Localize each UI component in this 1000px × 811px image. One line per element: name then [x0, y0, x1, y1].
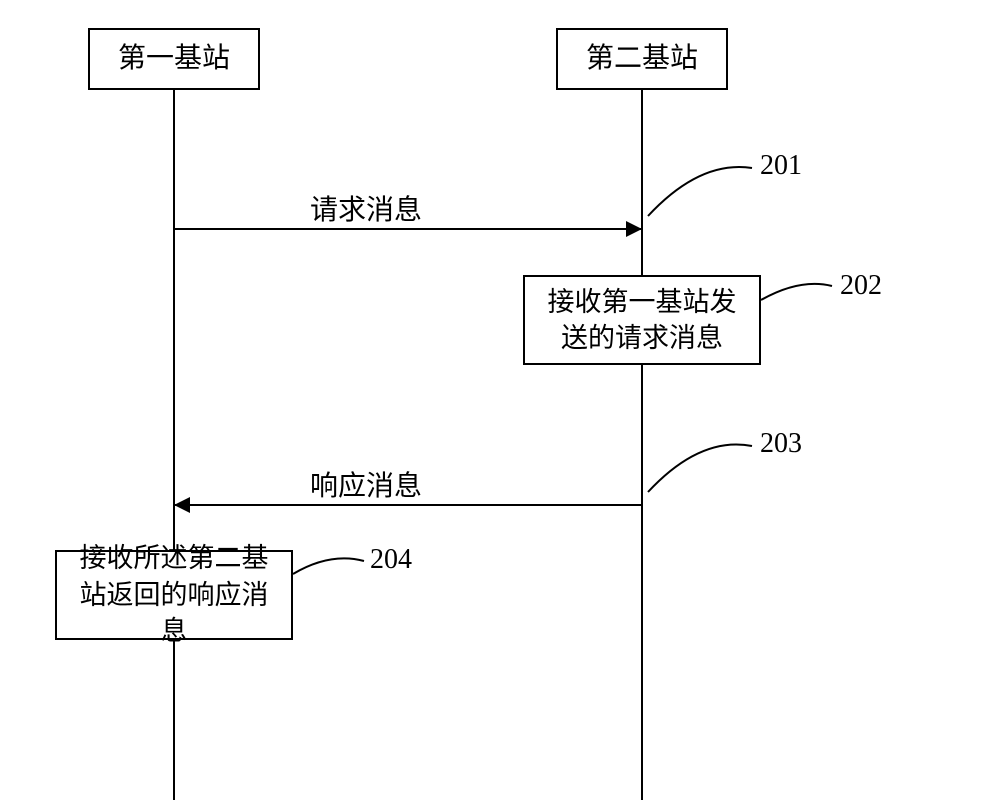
lifeline-bs1: [173, 90, 175, 800]
process-box-202-text: 接收第一基站发送的请求消息: [539, 284, 745, 357]
callout-line-202: [0, 0, 1000, 811]
callout-num-204: 204: [370, 544, 412, 576]
process-box-204: 接收所述第二基站返回的响应消息: [55, 550, 293, 640]
message-line-203: [174, 504, 642, 506]
callout-line-201: [0, 0, 1000, 811]
message-label-201: 请求消息: [310, 188, 422, 228]
callout-num-202: 202: [840, 270, 882, 302]
sequence-diagram: 第一基站 第二基站 请求消息 201 接收第一基站发送的请求消息 202 响应消…: [0, 0, 1000, 811]
process-box-202: 接收第一基站发送的请求消息: [523, 275, 761, 365]
message-arrow-203: [174, 497, 190, 513]
message-label-203: 响应消息: [310, 464, 422, 504]
lifeline-label-bs2: 第二基站: [586, 40, 698, 78]
process-box-204-text: 接收所述第二基站返回的响应消息: [71, 540, 277, 649]
lifeline-head-bs2: 第二基站: [556, 28, 728, 90]
lifeline-label-bs1: 第一基站: [118, 40, 230, 78]
callout-line-203: [0, 0, 1000, 811]
callout-num-203: 203: [760, 428, 802, 460]
callout-num-201: 201: [760, 150, 802, 182]
lifeline-head-bs1: 第一基站: [88, 28, 260, 90]
lifeline-bs2: [641, 90, 643, 800]
message-arrow-201: [626, 221, 642, 237]
callout-line-204: [0, 0, 1000, 811]
message-line-201: [174, 228, 642, 230]
